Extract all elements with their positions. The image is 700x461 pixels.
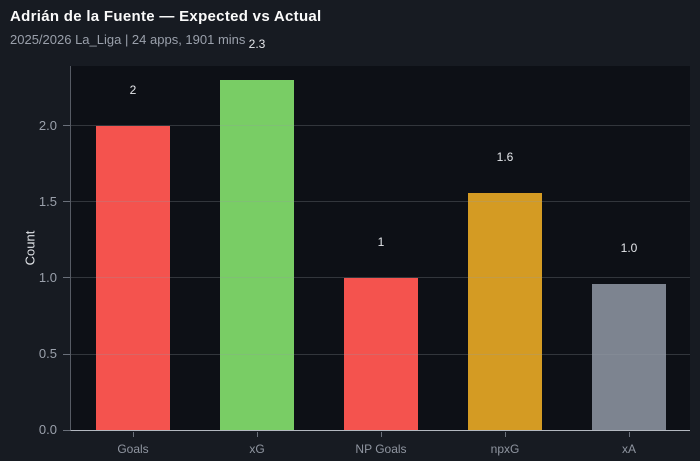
bar-value-label-xa: 1.0 <box>620 241 638 256</box>
chart-title: Adrián de la Fuente — Expected vs Actual <box>10 8 322 25</box>
bar-npxg <box>468 192 542 430</box>
y-tick-0.5 <box>63 353 70 355</box>
gridline-0.5 <box>71 353 690 355</box>
bar-xa <box>592 284 666 430</box>
x-tick-xg <box>256 432 258 437</box>
y-tick-label-1.0: 1.0 <box>38 269 57 285</box>
y-axis-label: Count <box>22 230 38 266</box>
y-tick-1.0 <box>63 277 70 279</box>
x-tick-goals <box>132 432 134 437</box>
x-tick-label-xa: xA <box>621 442 636 456</box>
bar-np-goals <box>344 277 418 430</box>
y-tick-1.5 <box>63 201 70 203</box>
bar-value-label-npxg: 1.6 <box>496 149 514 164</box>
y-tick-0.0 <box>63 429 70 431</box>
y-tick-2.0 <box>63 125 70 127</box>
x-tick-label-goals: Goals <box>117 442 149 456</box>
gridline-1.0 <box>71 277 690 279</box>
plot-area: 2 Goals 2.3 xG 1 NP Goals 1.6 npxG 1.0 xA 0.0 0.5 1.… <box>39 37 690 456</box>
x-tick-xa <box>628 432 630 437</box>
y-tick-label-0.5: 0.5 <box>38 346 57 361</box>
bar-goals <box>96 125 170 430</box>
bar-xg <box>220 80 294 430</box>
x-tick-npxg <box>504 432 506 437</box>
bar-value-label-np-goals: 1 <box>377 234 385 249</box>
x-tick-label-npxg: npxG <box>490 442 520 456</box>
y-tick-label-1.5: 1.5 <box>38 193 57 209</box>
bar-value-label-goals: 2 <box>129 82 137 97</box>
x-tick-np-goals <box>380 432 382 437</box>
x-tick-label-np-goals: NP Goals <box>355 442 407 456</box>
bar-value-label-xg: 2.3 <box>248 37 266 52</box>
gridline-2.0 <box>71 125 690 127</box>
gridline-1.5 <box>71 201 690 203</box>
y-tick-label-2.0: 2.0 <box>38 117 57 133</box>
chart-subtitle: 2025/2026 La_Liga | 24 apps, 1901 mins <box>10 32 246 47</box>
x-tick-label-xg: xG <box>249 442 265 456</box>
y-tick-label-0.0: 0.0 <box>38 422 57 437</box>
